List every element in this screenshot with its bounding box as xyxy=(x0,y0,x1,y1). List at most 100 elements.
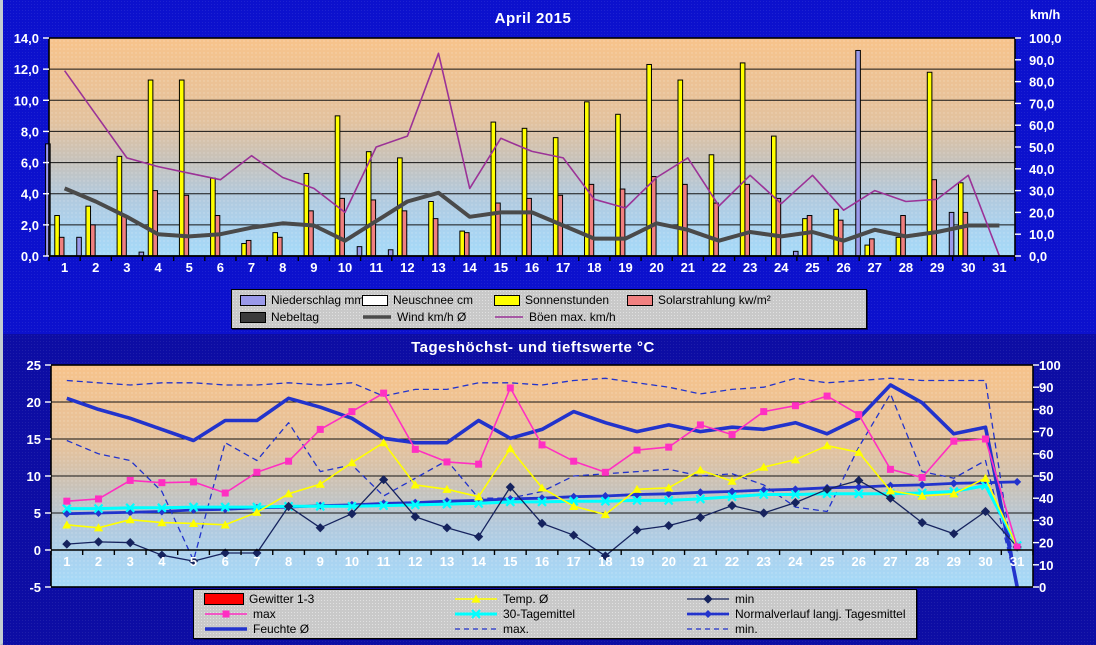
svg-text:7: 7 xyxy=(248,260,255,275)
svg-text:6: 6 xyxy=(222,554,229,569)
chart-precip-sun-wind: 14,012,010,08,06,04,02,00,0100,090,080,0… xyxy=(14,31,1062,275)
svg-text:30: 30 xyxy=(978,554,992,569)
svg-text:17: 17 xyxy=(566,554,580,569)
temp-legend-swatch xyxy=(455,594,497,603)
svg-text:70,0: 70,0 xyxy=(1029,96,1054,111)
gridlines xyxy=(49,68,1015,226)
top-chart-title: April 2015 xyxy=(494,10,572,27)
svg-text:14,0: 14,0 xyxy=(14,31,39,46)
niederschlag-mm-legend-swatch xyxy=(240,294,266,306)
line-temp xyxy=(62,438,1022,551)
30-tagemittel-legend-swatch xyxy=(455,609,497,619)
left-axis-labels: 14,0 12,0 10,0 8,0 6,0 4,0 2,0 0,0 xyxy=(14,31,49,264)
svg-text:2: 2 xyxy=(95,554,102,569)
legend-item-feuchte: Feuchte Ø xyxy=(204,622,309,636)
svg-text:80: 80 xyxy=(1039,402,1053,417)
svg-text:60,0: 60,0 xyxy=(1029,118,1054,133)
nebeltag-legend-swatch xyxy=(240,311,266,323)
legend-item-label: max xyxy=(253,606,276,621)
legend-item-30-tagemittel: 30-Tagemittel xyxy=(454,607,575,621)
top-right-axis-unit: km/h xyxy=(1030,7,1061,22)
legend-item-temp: Temp. Ø xyxy=(454,592,548,606)
svg-text:15: 15 xyxy=(503,554,517,569)
svg-text:30: 30 xyxy=(961,260,975,275)
svg-text:0,0: 0,0 xyxy=(21,249,39,264)
bottom-chart-title: Tageshöchst- und tieftswerte °C xyxy=(411,339,655,356)
svg-text:90,0: 90,0 xyxy=(1029,53,1054,68)
svg-text:0: 0 xyxy=(1039,580,1046,595)
svg-text:1: 1 xyxy=(61,260,68,275)
svg-text:21: 21 xyxy=(681,260,695,275)
svg-text:5: 5 xyxy=(186,260,193,275)
gewitter-1-3-legend-swatch xyxy=(204,593,244,605)
svg-text:9: 9 xyxy=(317,554,324,569)
svg-text:20: 20 xyxy=(1039,536,1053,551)
normalverlauf-langj-tagesmittel-legend-swatch xyxy=(687,610,729,618)
svg-text:25: 25 xyxy=(805,260,819,275)
legend-item-gewitter-1-3: Gewitter 1-3 xyxy=(204,592,314,606)
top-chart-legend: Niederschlag mm Neuschnee cm Sonnenstunden… xyxy=(231,289,867,329)
svg-text:100,0: 100,0 xyxy=(1029,31,1062,46)
svg-text:3: 3 xyxy=(123,260,130,275)
line-wind-km-h xyxy=(63,186,1000,243)
svg-text:50,0: 50,0 xyxy=(1029,140,1054,155)
svg-text:20: 20 xyxy=(649,260,663,275)
legend-item-neuschnee-cm: Neuschnee cm xyxy=(362,293,473,307)
svg-text:0: 0 xyxy=(34,543,41,558)
max-legend-swatch xyxy=(455,628,497,630)
left-axis-labels: 25 20 15 10 5 0 -5 xyxy=(27,358,51,595)
svg-text:3: 3 xyxy=(127,554,134,569)
bars-sonnenstunden xyxy=(54,62,964,257)
svg-text:10: 10 xyxy=(1039,558,1053,573)
legend-item-label: Nebeltag xyxy=(271,309,320,324)
svg-text:15: 15 xyxy=(27,432,41,447)
legend-item-min: min. xyxy=(686,622,758,636)
legend-item-label: max. xyxy=(503,621,530,636)
svg-text:11: 11 xyxy=(377,554,391,569)
svg-text:13: 13 xyxy=(440,554,454,569)
line-max xyxy=(63,384,1021,551)
svg-text:8: 8 xyxy=(285,554,292,569)
line-feuchte xyxy=(66,383,1019,588)
legend-item-label: Neuschnee cm xyxy=(393,292,474,307)
svg-text:31: 31 xyxy=(992,260,1006,275)
svg-text:50: 50 xyxy=(1039,469,1053,484)
svg-text:12: 12 xyxy=(408,554,422,569)
line-min xyxy=(66,393,1018,588)
svg-text:26: 26 xyxy=(836,260,850,275)
svg-text:28: 28 xyxy=(915,554,929,569)
legend-item-min: min xyxy=(686,592,754,606)
svg-text:20: 20 xyxy=(27,395,41,410)
svg-text:10: 10 xyxy=(27,469,41,484)
svg-text:0,0: 0,0 xyxy=(1029,249,1047,264)
legend-item-label: Niederschlag mm xyxy=(271,292,365,307)
svg-text:21: 21 xyxy=(693,554,707,569)
legend-item-label: Solarstrahlung kw/m² xyxy=(658,292,771,307)
svg-text:4: 4 xyxy=(158,554,166,569)
svg-text:5: 5 xyxy=(34,506,41,521)
legend-item-label: Temp. Ø xyxy=(503,591,549,606)
day-axis-labels: 1 2 3 4 5 6 7 8 9 10 11 12 13 14 15 16 17 18 19 20 21 22 23 24 2… xyxy=(61,260,1007,275)
legend-item-label: 30-Tagemittel xyxy=(503,606,576,621)
svg-text:4: 4 xyxy=(154,260,162,275)
svg-text:8,0: 8,0 xyxy=(21,124,39,139)
svg-text:12: 12 xyxy=(400,260,414,275)
svg-text:-5: -5 xyxy=(29,580,41,595)
svg-text:10,0: 10,0 xyxy=(1029,227,1054,242)
min-legend-swatch xyxy=(687,628,729,630)
svg-text:27: 27 xyxy=(868,260,882,275)
legend-item-label: Sonnenstunden xyxy=(525,292,610,307)
max-legend-swatch xyxy=(205,610,247,618)
svg-text:17: 17 xyxy=(556,260,570,275)
sonnenstunden-legend-swatch xyxy=(494,294,520,306)
svg-text:90: 90 xyxy=(1039,380,1053,395)
svg-text:14: 14 xyxy=(462,260,477,275)
svg-text:24: 24 xyxy=(774,260,789,275)
svg-text:27: 27 xyxy=(883,554,897,569)
svg-text:8: 8 xyxy=(279,260,286,275)
svg-text:16: 16 xyxy=(535,554,549,569)
legend-item-solarstrahlung-kw-m: Solarstrahlung kw/m² xyxy=(627,293,771,307)
